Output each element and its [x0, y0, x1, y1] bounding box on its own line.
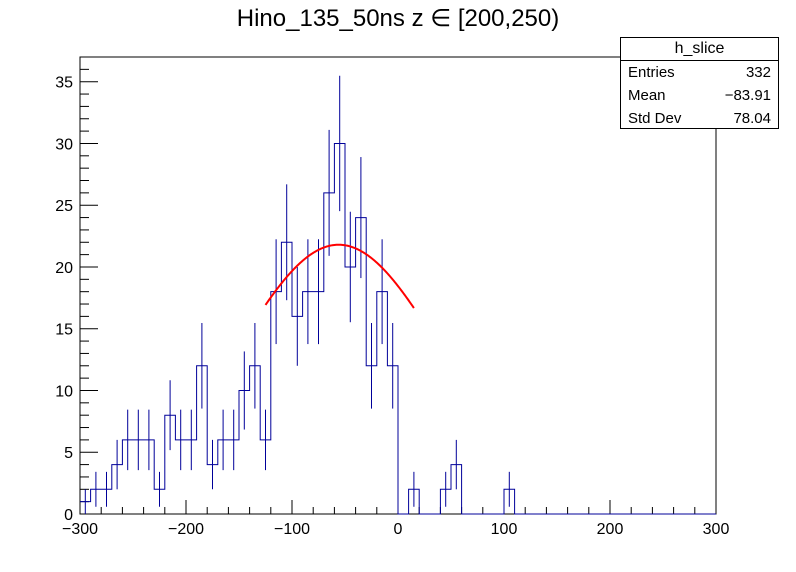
histogram-series — [80, 142, 716, 515]
y-tick-label: 35 — [55, 75, 73, 92]
y-axis: 0 5 10 15 20 25 30 35 — [55, 56, 98, 524]
y-tick-label: 25 — [55, 198, 73, 215]
stats-row-entries: Entries 332 — [621, 61, 778, 84]
x-tick-label: 200 — [597, 521, 624, 538]
stats-label: Mean — [628, 87, 666, 104]
y-tick-label: 0 — [64, 507, 73, 524]
stats-label: Std Dev — [628, 110, 682, 127]
stats-value: 332 — [745, 64, 771, 81]
x-axis: −300 −200 −100 0 100 200 300 — [62, 500, 729, 538]
y-tick-label: 20 — [55, 260, 73, 277]
y-tick-label: 30 — [55, 136, 73, 153]
error-bars — [84, 75, 510, 514]
x-tick-label: 300 — [703, 521, 730, 538]
stats-value: 78.04 — [733, 110, 771, 127]
chart-title: Hino_135_50ns z ∈ [200,250) — [236, 5, 560, 32]
stats-box-title: h_slice — [621, 38, 778, 61]
fit-curve — [264, 243, 415, 309]
y-tick-label: 15 — [55, 322, 73, 339]
stats-row-stddev: Std Dev 78.04 — [621, 107, 778, 130]
stats-box: h_slice Entries 332 Mean −83.91 Std Dev … — [620, 37, 779, 129]
stats-row-mean: Mean −83.91 — [621, 84, 778, 107]
stats-label: Entries — [628, 64, 675, 81]
x-tick-label: 100 — [491, 521, 518, 538]
x-tick-label: 0 — [394, 521, 403, 538]
stats-value: −83.91 — [724, 87, 771, 104]
x-tick-label: −100 — [274, 521, 310, 538]
x-tick-label: −300 — [62, 521, 98, 538]
y-tick-label: 10 — [55, 383, 73, 400]
y-tick-label: 5 — [64, 445, 73, 462]
x-tick-label: −200 — [168, 521, 204, 538]
